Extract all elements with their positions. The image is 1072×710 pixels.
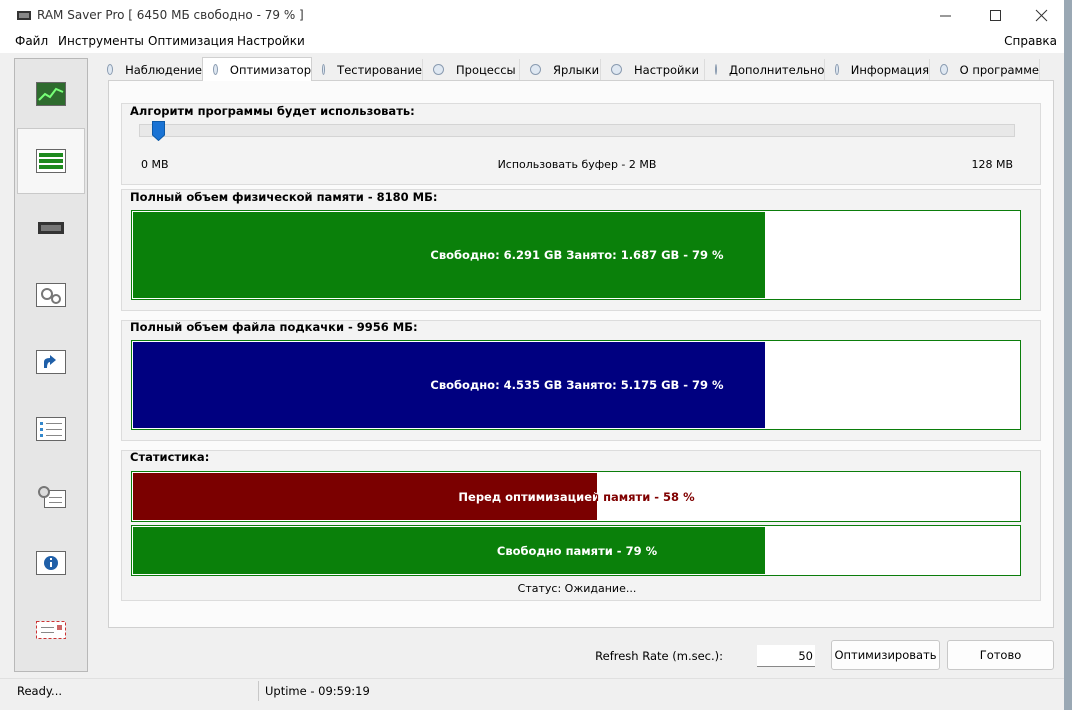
- sidebar: [14, 58, 88, 672]
- tab[interactable]: Наблюдение: [97, 59, 203, 80]
- bar-fill: Свободно: 6.291 GB Занято: 1.687 GB - 79…: [133, 212, 765, 298]
- sidebar-button[interactable]: [17, 530, 85, 596]
- sidebar-button[interactable]: [17, 195, 85, 261]
- tab-label: Процессы: [456, 62, 516, 77]
- menu-item[interactable]: Файл: [15, 34, 49, 48]
- status-divider: [258, 681, 259, 701]
- title-bar: RAM Saver Pro [ 6450 МБ свободно - 79 % …: [0, 0, 1064, 31]
- menu-item[interactable]: Настройки: [237, 34, 305, 48]
- sidebar-button[interactable]: [17, 597, 85, 663]
- slider-min: 0 MB: [141, 158, 169, 171]
- refresh-label: Refresh Rate (m.sec.):: [595, 649, 723, 663]
- slider-thumb[interactable]: [152, 121, 165, 141]
- stats-bar: Перед оптимизацией памяти - 58 % Перед о…: [131, 471, 1021, 522]
- tab[interactable]: Настройки: [601, 59, 705, 80]
- window-controls[interactable]: [930, 0, 1064, 31]
- group-label: Полный объем физической памяти - 8180 МБ…: [130, 190, 438, 204]
- sidebar-button[interactable]: [17, 128, 85, 194]
- tab-label: Настройки: [634, 62, 699, 77]
- window-title: RAM Saver Pro [ 6450 МБ свободно - 79 % …: [37, 8, 304, 22]
- sidebar-button[interactable]: [17, 396, 85, 462]
- group-label: Алгоритм программы будет использовать:: [130, 104, 415, 118]
- sidebar-button[interactable]: [17, 61, 85, 127]
- bar-text-overlay: Перед оптимизацией памяти - 58 %: [458, 489, 597, 504]
- app-icon: [17, 11, 31, 20]
- bar-text: Свободно: 4.535 GB Занято: 5.175 GB - 79…: [430, 378, 724, 392]
- group-label: Статистика:: [130, 450, 210, 464]
- sidebar-button[interactable]: [17, 329, 85, 395]
- status-ready: Ready...: [17, 684, 63, 698]
- bar-text: Свободно памяти - 79 %: [496, 543, 658, 558]
- tab[interactable]: Оптимизатор: [202, 57, 312, 81]
- bar-fill: Перед оптимизацией памяти - 58 %: [133, 473, 597, 520]
- sidebar-button[interactable]: [17, 262, 85, 328]
- done-button[interactable]: Готово: [947, 640, 1054, 670]
- bar-text: Свободно: 6.291 GB Занято: 1.687 GB - 79…: [430, 248, 724, 262]
- status-bar: [0, 678, 1064, 710]
- status-uptime: Uptime - 09:59:19: [265, 684, 370, 698]
- memory-bar: Свободно: 6.291 GB Занято: 1.687 GB - 79…: [131, 210, 1021, 300]
- menu-bar: Файл Инструменты Оптимизация Настройки С…: [0, 31, 1064, 53]
- menu-item[interactable]: Инструменты: [58, 34, 144, 48]
- tab[interactable]: Процессы: [423, 59, 520, 80]
- pagefile-bar: Свободно: 4.535 GB Занято: 5.175 GB - 79…: [131, 340, 1021, 430]
- tab[interactable]: Дополнительно: [705, 59, 825, 80]
- tab[interactable]: Тестирование: [312, 59, 423, 80]
- slider-track: [139, 124, 1015, 137]
- tab-label: Оптимизатор: [229, 62, 311, 77]
- tab[interactable]: Ярлыки: [520, 59, 601, 80]
- tab-label: Дополнительно: [729, 62, 825, 77]
- sidebar-button[interactable]: [17, 463, 85, 529]
- refresh-input[interactable]: 50: [757, 645, 815, 667]
- group-label: Полный объем файла подкачки - 9956 МБ:: [130, 320, 418, 334]
- optimize-button[interactable]: Оптимизировать: [831, 640, 940, 670]
- tab[interactable]: О программе: [930, 59, 1040, 80]
- slider-value: Использовать буфер - 2 MB: [497, 158, 657, 171]
- tab-label: Наблюдение: [125, 62, 202, 77]
- tab-label: Тестирование: [337, 62, 422, 77]
- tab-label: О программе: [959, 62, 1039, 77]
- menu-item[interactable]: Оптимизация: [148, 34, 234, 48]
- bar-fill: Свободно памяти - 79 %: [133, 527, 765, 574]
- menu-item[interactable]: Справка: [1004, 34, 1057, 48]
- status-text: Статус: Ожидание...: [517, 582, 637, 595]
- group-box: [121, 103, 1041, 185]
- tab-label: Информация: [850, 62, 929, 77]
- tab-label: Ярлыки: [553, 62, 600, 77]
- slider-max: 128 MB: [971, 158, 1013, 171]
- tab[interactable]: Информация: [825, 59, 930, 80]
- bar-fill: Свободно: 4.535 GB Занято: 5.175 GB - 79…: [133, 342, 765, 428]
- stats-bar: Свободно памяти - 79 %: [131, 525, 1021, 576]
